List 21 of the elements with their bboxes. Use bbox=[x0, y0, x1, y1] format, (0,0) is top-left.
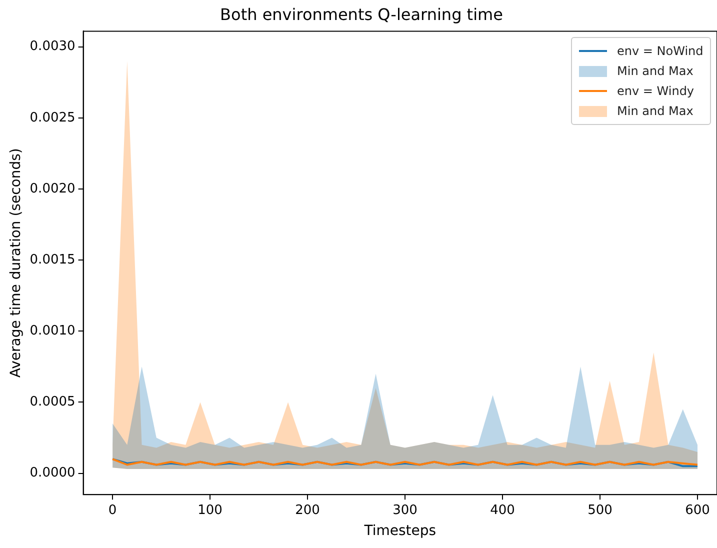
y-tick-label: 0.0020 bbox=[30, 181, 76, 196]
x-tick-label: 400 bbox=[490, 502, 515, 518]
x-axis-title: Timesteps bbox=[363, 523, 436, 540]
annotation: Min and Max bbox=[617, 104, 694, 118]
annotation: Min and Max bbox=[617, 64, 694, 78]
legend-label: env = NoWind bbox=[617, 44, 704, 58]
y-tick-label: 0.0010 bbox=[30, 324, 76, 339]
y-tick-label: 0.0025 bbox=[30, 110, 76, 126]
y-tick-label: 0.0015 bbox=[30, 252, 76, 268]
y-tick-label: 0.0000 bbox=[30, 466, 76, 481]
x-tick-label: 500 bbox=[588, 502, 612, 518]
x-tick-label: 600 bbox=[685, 502, 710, 518]
x-tick-label: 300 bbox=[392, 502, 418, 518]
legend-label: env = Windy bbox=[617, 84, 694, 98]
x-tick-label: 200 bbox=[295, 502, 320, 518]
chart-title: Both environments Q-learning time bbox=[220, 4, 503, 24]
x-tick-label: 100 bbox=[198, 502, 222, 518]
y-tick-label: 0.0005 bbox=[30, 394, 76, 410]
y-tick-label: 0.0030 bbox=[30, 39, 76, 54]
x-tick-label: 0 bbox=[108, 502, 117, 518]
y-axis-title: Average time duration (seconds) bbox=[8, 148, 24, 378]
